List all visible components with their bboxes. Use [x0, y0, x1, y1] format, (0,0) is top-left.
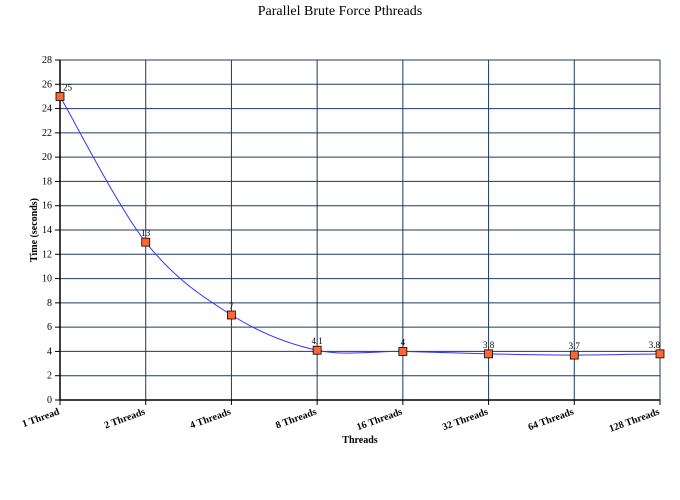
- y-tick-label: 16: [42, 201, 52, 212]
- y-tick-label: 18: [42, 176, 52, 187]
- x-axis: 1 Thread 2 Threads 4 Threads 8 Threads 16 Th…: [21, 399, 661, 435]
- x-tick-label: 1 Thread: [21, 406, 62, 430]
- y-tick-label: 4: [47, 346, 52, 357]
- data-point-marker: [55, 92, 65, 101]
- x-axis-label: Threads: [342, 435, 377, 446]
- x-tick-label: 64 Threads: [527, 406, 576, 433]
- y-axis-label: Time (seconds): [29, 198, 40, 262]
- data-label: 3.8: [649, 340, 661, 350]
- x-tick-label: 2 Threads: [103, 406, 147, 431]
- data-label: 3.8: [483, 340, 495, 350]
- series-line: [59, 96, 661, 356]
- y-tick-label: 6: [47, 322, 52, 333]
- y-tick-label: 26: [42, 79, 52, 90]
- x-tick-label: 8 Threads: [274, 406, 318, 431]
- chart-title: Parallel Brute Force Pthreads: [258, 4, 422, 19]
- y-tick-label: 2: [47, 371, 52, 382]
- y-tick-label: 10: [42, 274, 52, 285]
- data-point-marker: [227, 310, 236, 320]
- data-point-marker: [141, 237, 151, 247]
- y-tick-label: 14: [42, 225, 52, 236]
- data-label: 7: [229, 301, 234, 311]
- data-label: 4: [401, 337, 406, 347]
- y-tick-label: 8: [47, 298, 52, 309]
- y-tick-label: 20: [42, 152, 52, 163]
- x-tick-label: 16 Threads: [355, 406, 404, 433]
- data-label: 4.1: [312, 336, 323, 346]
- data-label: 25: [63, 82, 73, 92]
- data-point-marker: [398, 347, 408, 356]
- y-tick-label: 24: [42, 104, 52, 115]
- x-tick-label: 32 Threads: [441, 406, 490, 433]
- data-point-marker: [655, 349, 665, 359]
- y-tick-label: 28: [42, 55, 52, 66]
- series-group: 25 13 7 4.1 4 3.8 3.7 3.8: [55, 82, 665, 360]
- data-point-marker: [484, 349, 493, 359]
- y-tick-label: 0: [47, 395, 52, 406]
- x-tick-label: 4 Threads: [189, 406, 233, 431]
- data-label: 13: [141, 228, 151, 238]
- grid: [59, 59, 661, 401]
- y-tick-label: 22: [42, 128, 52, 139]
- y-tick-label: 12: [42, 249, 52, 260]
- data-label: 3.7: [569, 341, 581, 351]
- data-point-marker: [312, 345, 322, 355]
- x-tick-label: 128 Threads: [608, 406, 661, 434]
- data-point-marker: [569, 350, 579, 360]
